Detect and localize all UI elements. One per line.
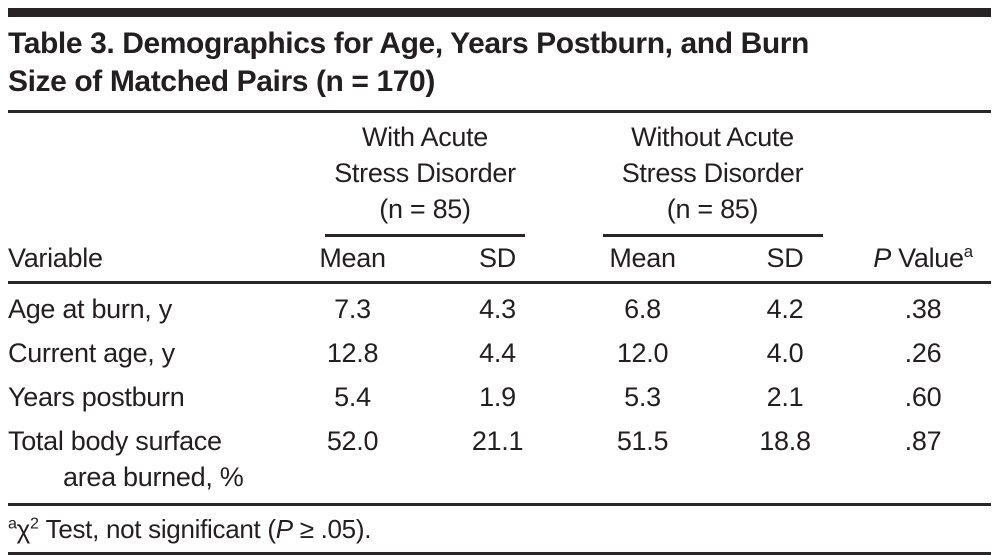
cell-with-mean: 7.3	[334, 294, 371, 324]
column-group-without-asd-line3: (n = 85)	[666, 194, 759, 224]
cell-without-sd: 4.2	[766, 294, 804, 324]
column-group-spacer	[8, 115, 280, 237]
table-title-line1: Table 3. Demographics for Age, Years Pos…	[8, 27, 809, 60]
column-header-p-value: P Valuea	[855, 237, 991, 284]
demographics-table: With Acute Stress Disorder (n = 85) With…	[8, 115, 991, 501]
cell-variable-line1: Total body surface	[8, 426, 222, 456]
cell-without-sd: 4.0	[766, 338, 804, 368]
column-group-with-asd: With Acute Stress Disorder (n = 85)	[280, 115, 570, 237]
column-header-row: Variable Mean SD Mean SD P Valuea	[8, 237, 991, 284]
cell-p-value: .26	[904, 338, 942, 368]
cell-without-mean: 51.5	[616, 426, 669, 456]
title-rule	[8, 110, 991, 113]
column-group-without-asd-underline	[602, 234, 823, 237]
cell-variable: Current age, y	[8, 338, 175, 368]
column-group-spacer	[855, 115, 991, 237]
table-row-total-body-surface: Total body surface area burned, % 52.0 2…	[8, 419, 991, 501]
cell-variable: Total body surface area burned, %	[8, 419, 280, 501]
footnote-text: Test, not significant (	[38, 514, 276, 544]
column-header-variable: Variable	[8, 237, 280, 284]
cell-variable: Age at burn, y	[8, 294, 172, 324]
footnote-rule-top	[8, 503, 991, 506]
footnote-marker-a: a	[8, 514, 17, 533]
cell-with-sd: 4.3	[479, 294, 516, 324]
table-row-age-at-burn: Age at burn, y 7.3 4.3 6.8 4.2 .38	[8, 283, 991, 332]
cell-with-mean: 12.8	[326, 338, 379, 368]
cell-variable: Years postburn	[8, 382, 185, 412]
table-title-line2: Size of Matched Pairs (n = 170)	[8, 65, 435, 98]
footnote-italic-p: P	[275, 514, 293, 544]
table-top-bar	[8, 8, 991, 17]
table-figure: Table 3. Demographics for Age, Years Pos…	[0, 8, 999, 555]
column-header-mean-without: Mean	[570, 237, 715, 284]
cell-with-mean: 52.0	[326, 426, 379, 456]
column-group-without-asd: Without Acute Stress Disorder (n = 85)	[570, 115, 855, 237]
cell-with-mean: 5.4	[334, 382, 371, 412]
cell-without-sd: 2.1	[766, 382, 804, 412]
table-footnote: aχ2 Test, not significant (P ≥ .05).	[8, 506, 991, 552]
cell-without-mean: 12.0	[616, 338, 669, 368]
cell-without-mean: 5.3	[624, 382, 661, 412]
column-group-with-asd-line3: (n = 85)	[379, 194, 471, 224]
column-group-without-asd-line2: Stress Disorder	[621, 158, 804, 188]
table-row-years-postburn: Years postburn 5.4 1.9 5.3 2.1 .60	[8, 375, 991, 419]
column-group-with-asd-underline	[325, 234, 525, 237]
p-value-footnote-marker: a	[963, 242, 973, 261]
cell-p-value: .38	[904, 294, 942, 324]
cell-p-value: .87	[904, 426, 942, 456]
cell-variable-line2: area burned, %	[63, 462, 244, 492]
cell-without-mean: 6.8	[624, 294, 661, 324]
column-group-with-asd-line1: With Acute	[361, 122, 489, 152]
column-group-without-asd-line1: Without Acute	[631, 122, 794, 152]
footnote-chi-symbol: χ	[16, 514, 31, 544]
table-row-current-age: Current age, y 12.8 4.4 12.0 4.0 .26	[8, 331, 991, 375]
cell-p-value: .60	[904, 382, 942, 412]
p-value-label: Value	[890, 243, 964, 273]
cell-with-sd: 1.9	[479, 382, 516, 412]
column-header-sd-with: SD	[425, 237, 570, 284]
footnote-text-end: ≥ .05).	[292, 514, 372, 544]
column-group-with-asd-line2: Stress Disorder	[334, 158, 516, 188]
p-value-italic-p: P	[873, 243, 891, 273]
column-header-sd-without: SD	[715, 237, 855, 284]
column-group-row: With Acute Stress Disorder (n = 85) With…	[8, 115, 991, 237]
column-header-mean-with: Mean	[280, 237, 425, 284]
table-title: Table 3. Demographics for Age, Years Pos…	[8, 25, 991, 101]
cell-with-sd: 4.4	[479, 338, 516, 368]
cell-with-sd: 21.1	[471, 426, 524, 456]
cell-without-sd: 18.8	[759, 426, 811, 456]
footnote-chi-exponent: 2	[30, 514, 39, 533]
